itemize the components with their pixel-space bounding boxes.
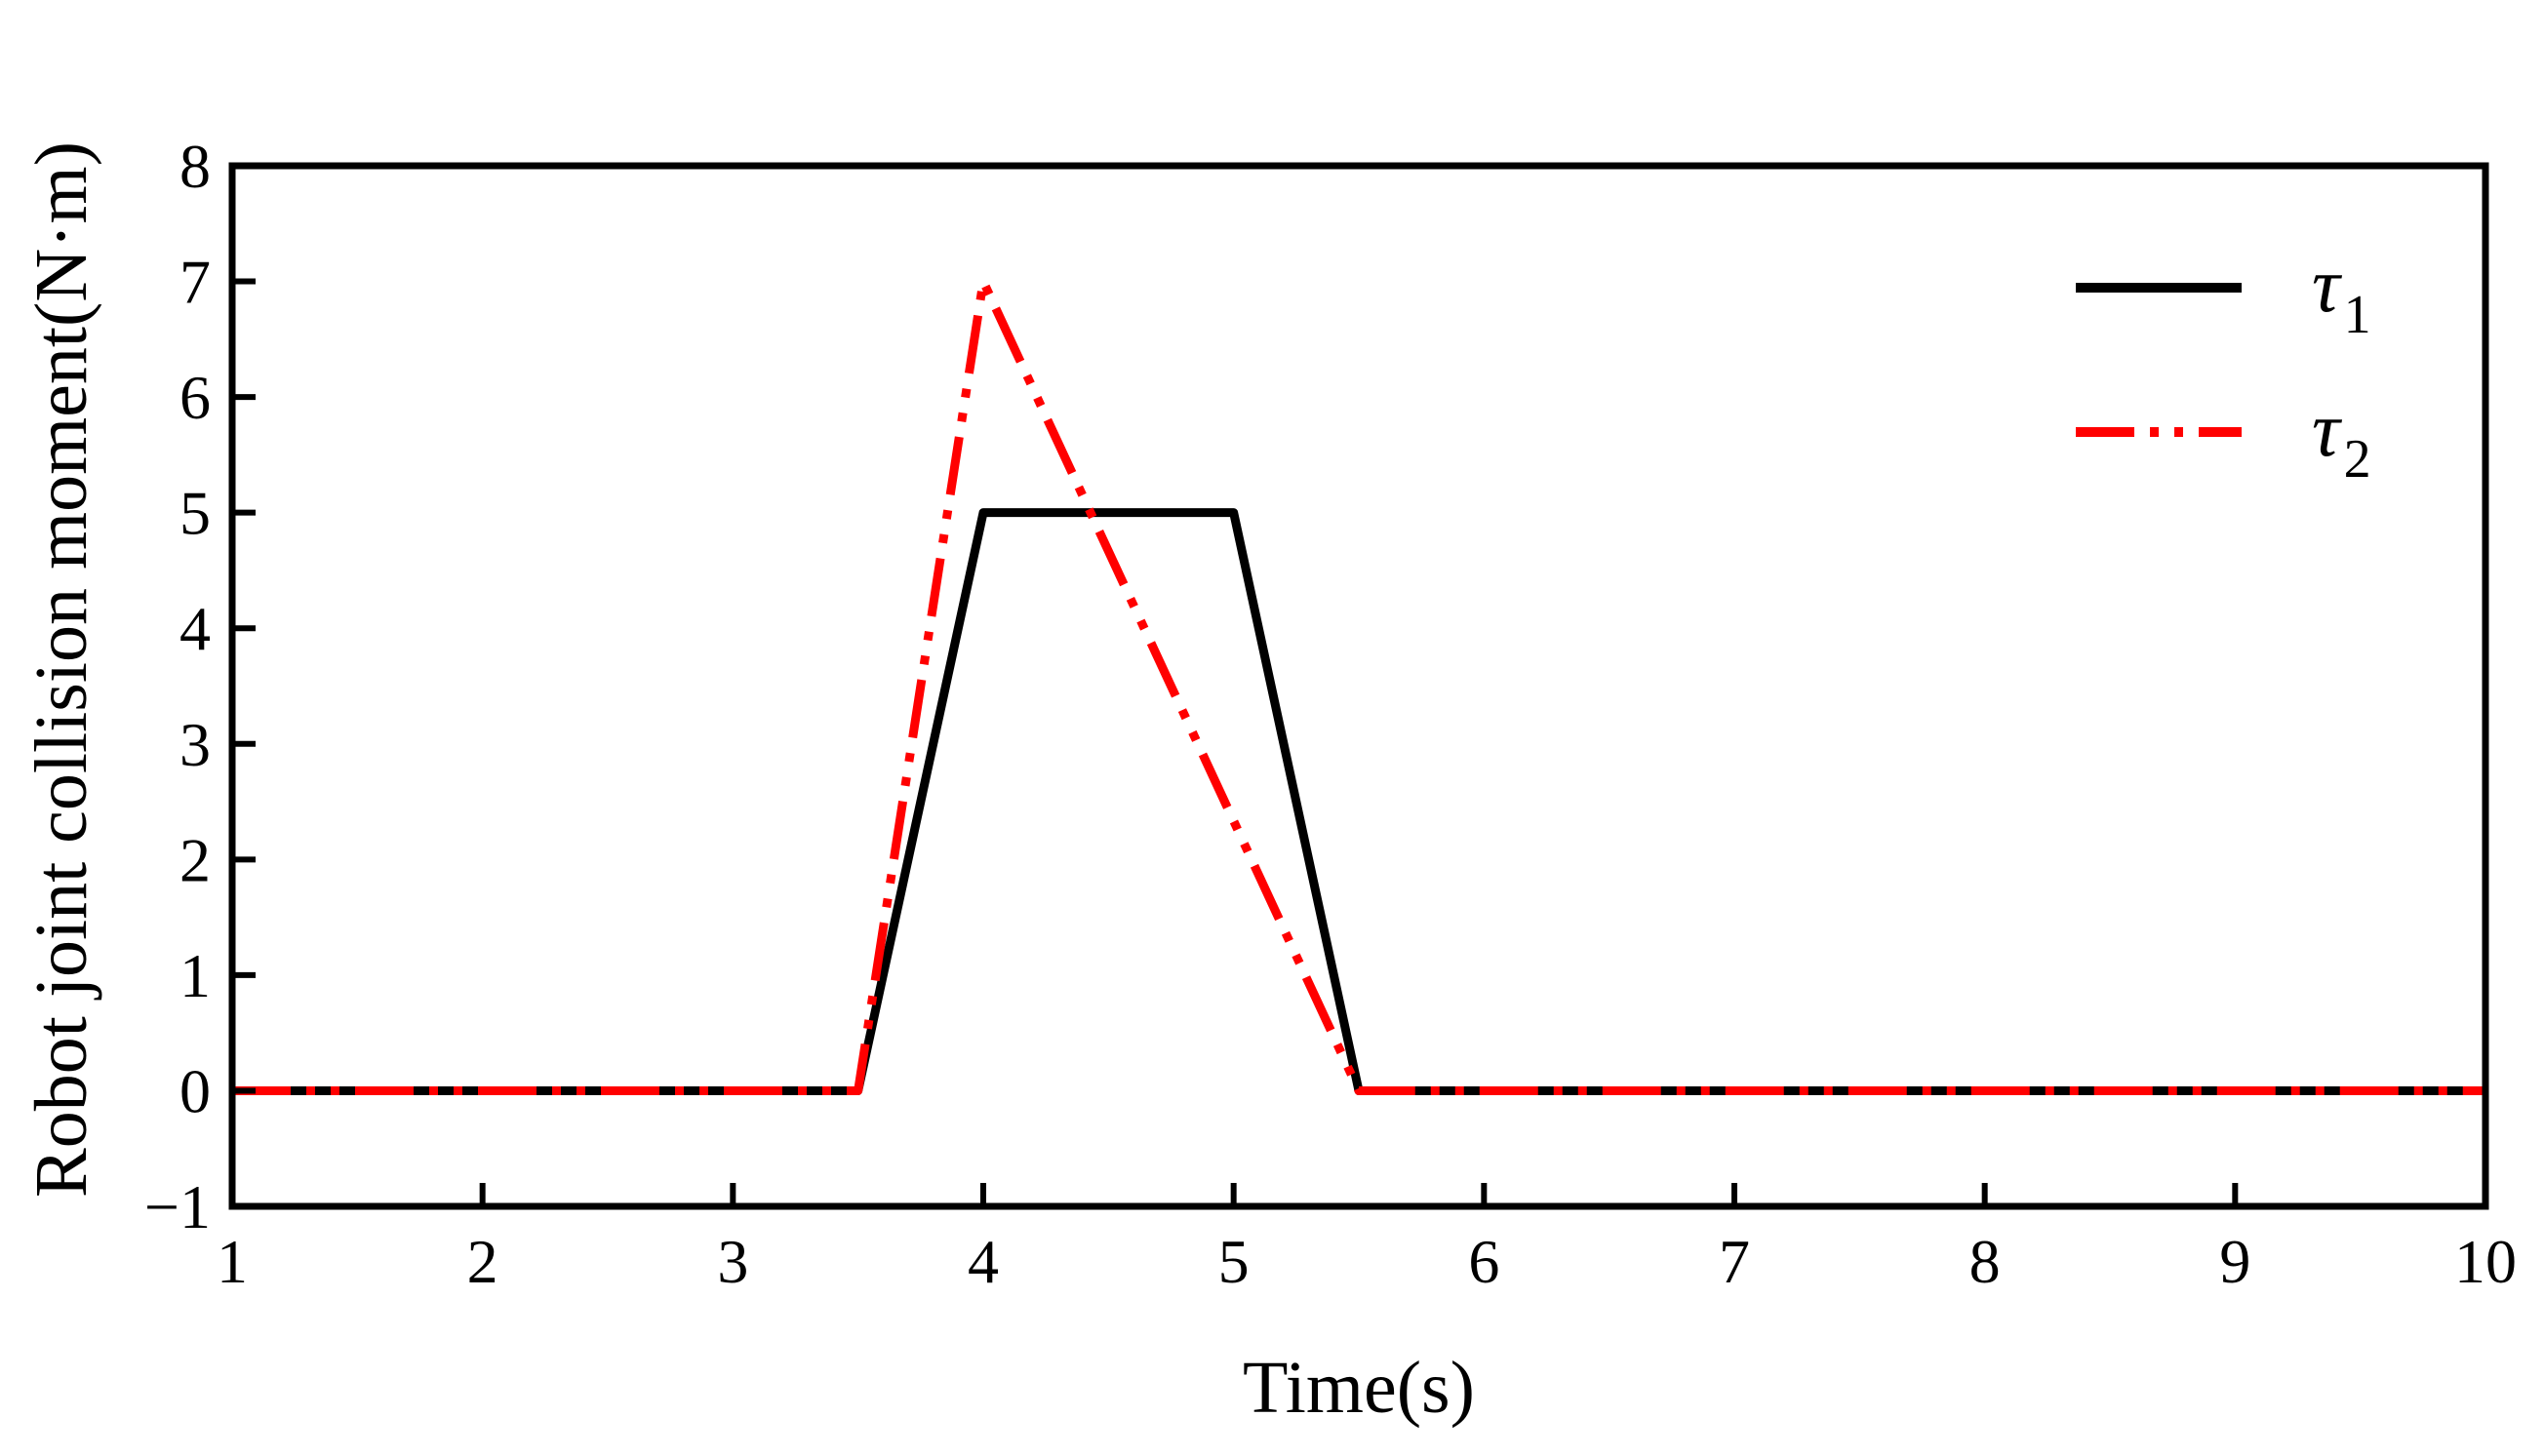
x-tick-label: 1 xyxy=(217,1227,248,1296)
x-tick-label: 4 xyxy=(968,1227,999,1296)
y-tick-label: 3 xyxy=(179,710,211,779)
y-tick-label: 4 xyxy=(179,594,211,663)
legend-label-1: τ1 xyxy=(2312,243,2371,345)
x-tick-label: 3 xyxy=(717,1227,748,1296)
x-axis-title: Time(s) xyxy=(1243,1347,1475,1429)
y-tick-label: 1 xyxy=(179,941,211,1010)
y-tick-label: 2 xyxy=(179,825,211,894)
y-tick-label: 8 xyxy=(179,132,211,201)
x-tick-label: 8 xyxy=(1969,1227,2001,1296)
x-tick-label: 9 xyxy=(2219,1227,2250,1296)
y-axis-title: Robot joint collision moment(N·m) xyxy=(20,141,102,1198)
plot-frame xyxy=(228,162,2489,1210)
y-tick-label: −1 xyxy=(144,1172,211,1241)
x-tick-label: 5 xyxy=(1218,1227,1250,1296)
x-tick-label: 6 xyxy=(1468,1227,1499,1296)
x-tick-label: 10 xyxy=(2454,1227,2517,1296)
y-tick-label: 5 xyxy=(179,479,211,548)
legend-label-2: τ2 xyxy=(2312,387,2371,490)
series-layer xyxy=(232,277,2485,1095)
series-line-1 xyxy=(232,508,2485,1095)
y-tick-label: 0 xyxy=(179,1056,211,1125)
x-tick-label: 7 xyxy=(1719,1227,1750,1296)
y-tick-label: 6 xyxy=(179,363,211,432)
x-tick-label: 2 xyxy=(467,1227,498,1296)
series-line-2 xyxy=(232,277,2485,1095)
ticks-layer: 1 2 3 4 5 6 7 8 9 10 −1 0 1 2 3 4 5 6 7 8 xyxy=(144,132,2517,1296)
y-tick-label: 7 xyxy=(179,248,211,317)
